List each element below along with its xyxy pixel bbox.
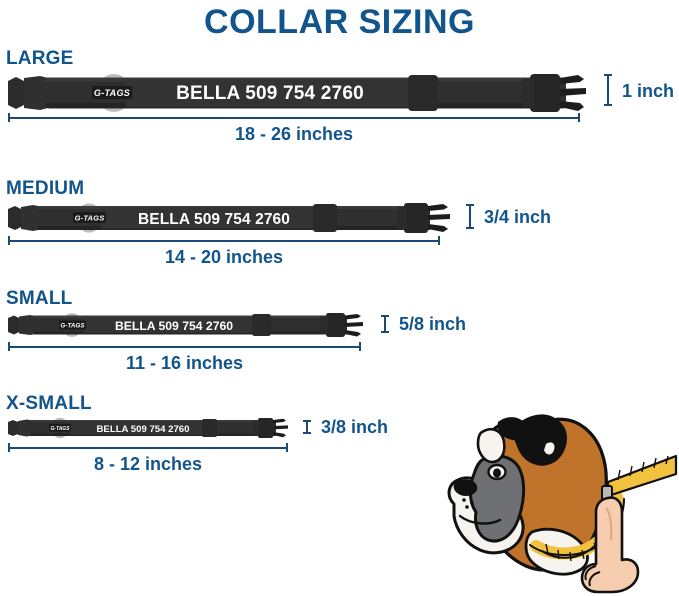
size-row-small: SMALL G-TAGS BELLA 509 754 2760 BELLA 50… xyxy=(0,288,679,378)
svg-text:BELLA 509 754 2760: BELLA 509 754 2760 xyxy=(97,424,190,435)
width-cap-bottom xyxy=(604,104,612,106)
length-label-xsmall: 8 - 12 inches xyxy=(93,454,203,474)
svg-text:G-TAGS: G-TAGS xyxy=(75,214,105,223)
dimension-bar xyxy=(8,447,288,449)
width-bar xyxy=(306,420,308,434)
svg-text:BELLA 509 754 2760: BELLA 509 754 2760 xyxy=(176,83,364,104)
svg-text:BELLA 509 754 2760: BELLA 509 754 2760 xyxy=(115,319,233,333)
collar-graphic-small: G-TAGS BELLA 509 754 2760 xyxy=(6,312,378,338)
dimension-cap-left xyxy=(8,342,10,351)
width-bar xyxy=(384,315,386,333)
width-cap-bottom xyxy=(381,331,389,333)
size-label-large: LARGE xyxy=(6,48,74,69)
length-label-small: 11 - 16 inches xyxy=(125,353,244,373)
dimension-cap-left xyxy=(8,443,10,452)
length-dimension-line-small xyxy=(8,342,361,351)
boxer-dog-measuring-illustration xyxy=(440,400,679,596)
width-cap-bottom xyxy=(466,227,474,229)
width-bar xyxy=(607,74,609,106)
svg-text:G-TAGS: G-TAGS xyxy=(50,426,70,432)
dimension-cap-right xyxy=(438,236,440,245)
size-label-medium: MEDIUM xyxy=(6,178,85,199)
width-cap-bottom xyxy=(303,432,311,434)
length-dimension-line-large xyxy=(8,113,580,122)
width-label-large: 1 inch xyxy=(622,81,675,101)
length-label-medium: 14 - 20 inches xyxy=(164,247,284,267)
length-dimension-line-medium xyxy=(8,236,440,245)
dimension-cap-left xyxy=(8,113,10,122)
width-label-medium: 3/4 inch xyxy=(484,207,552,227)
dimension-cap-right xyxy=(286,443,288,452)
dimension-bar xyxy=(8,346,361,348)
width-bar xyxy=(469,204,471,229)
collar-graphic-xsmall: G-TAGS BELLA 509 754 2760 xyxy=(6,417,300,439)
dimension-cap-right xyxy=(578,113,580,122)
size-row-xsmall: X-SMALL G-TAGS BELLA 509 754 2760 BELLA … xyxy=(0,393,679,483)
dimension-cap-left xyxy=(8,236,10,245)
length-dimension-line-xsmall xyxy=(8,443,288,452)
width-label-small: 5/8 inch xyxy=(399,314,467,334)
collar-graphic-large: G-TAGS BELLA 509 754 2760 xyxy=(6,73,606,113)
size-label-small: SMALL xyxy=(6,288,73,309)
collar-graphic-medium: G-TAGS BELLA 509 754 2760 xyxy=(6,202,466,234)
page-title: COLLAR SIZING xyxy=(204,3,475,41)
size-row-large: LARGE G-TAGS BELLA xyxy=(0,48,679,163)
size-label-xsmall: X-SMALL xyxy=(6,393,92,414)
length-label-large: 18 - 26 inches xyxy=(234,124,354,144)
svg-text:BELLA 509 754 2760: BELLA 509 754 2760 xyxy=(138,211,290,228)
svg-text:G-TAGS: G-TAGS xyxy=(94,88,130,98)
svg-text:G-TAGS: G-TAGS xyxy=(60,323,85,330)
dimension-bar xyxy=(8,117,580,119)
dimension-cap-right xyxy=(359,342,361,351)
size-row-medium: MEDIUM G-TAGS BELLA 509 754 2760 BELLA 5… xyxy=(0,178,679,278)
width-label-xsmall: 3/8 inch xyxy=(321,417,389,437)
dimension-bar xyxy=(8,240,440,242)
